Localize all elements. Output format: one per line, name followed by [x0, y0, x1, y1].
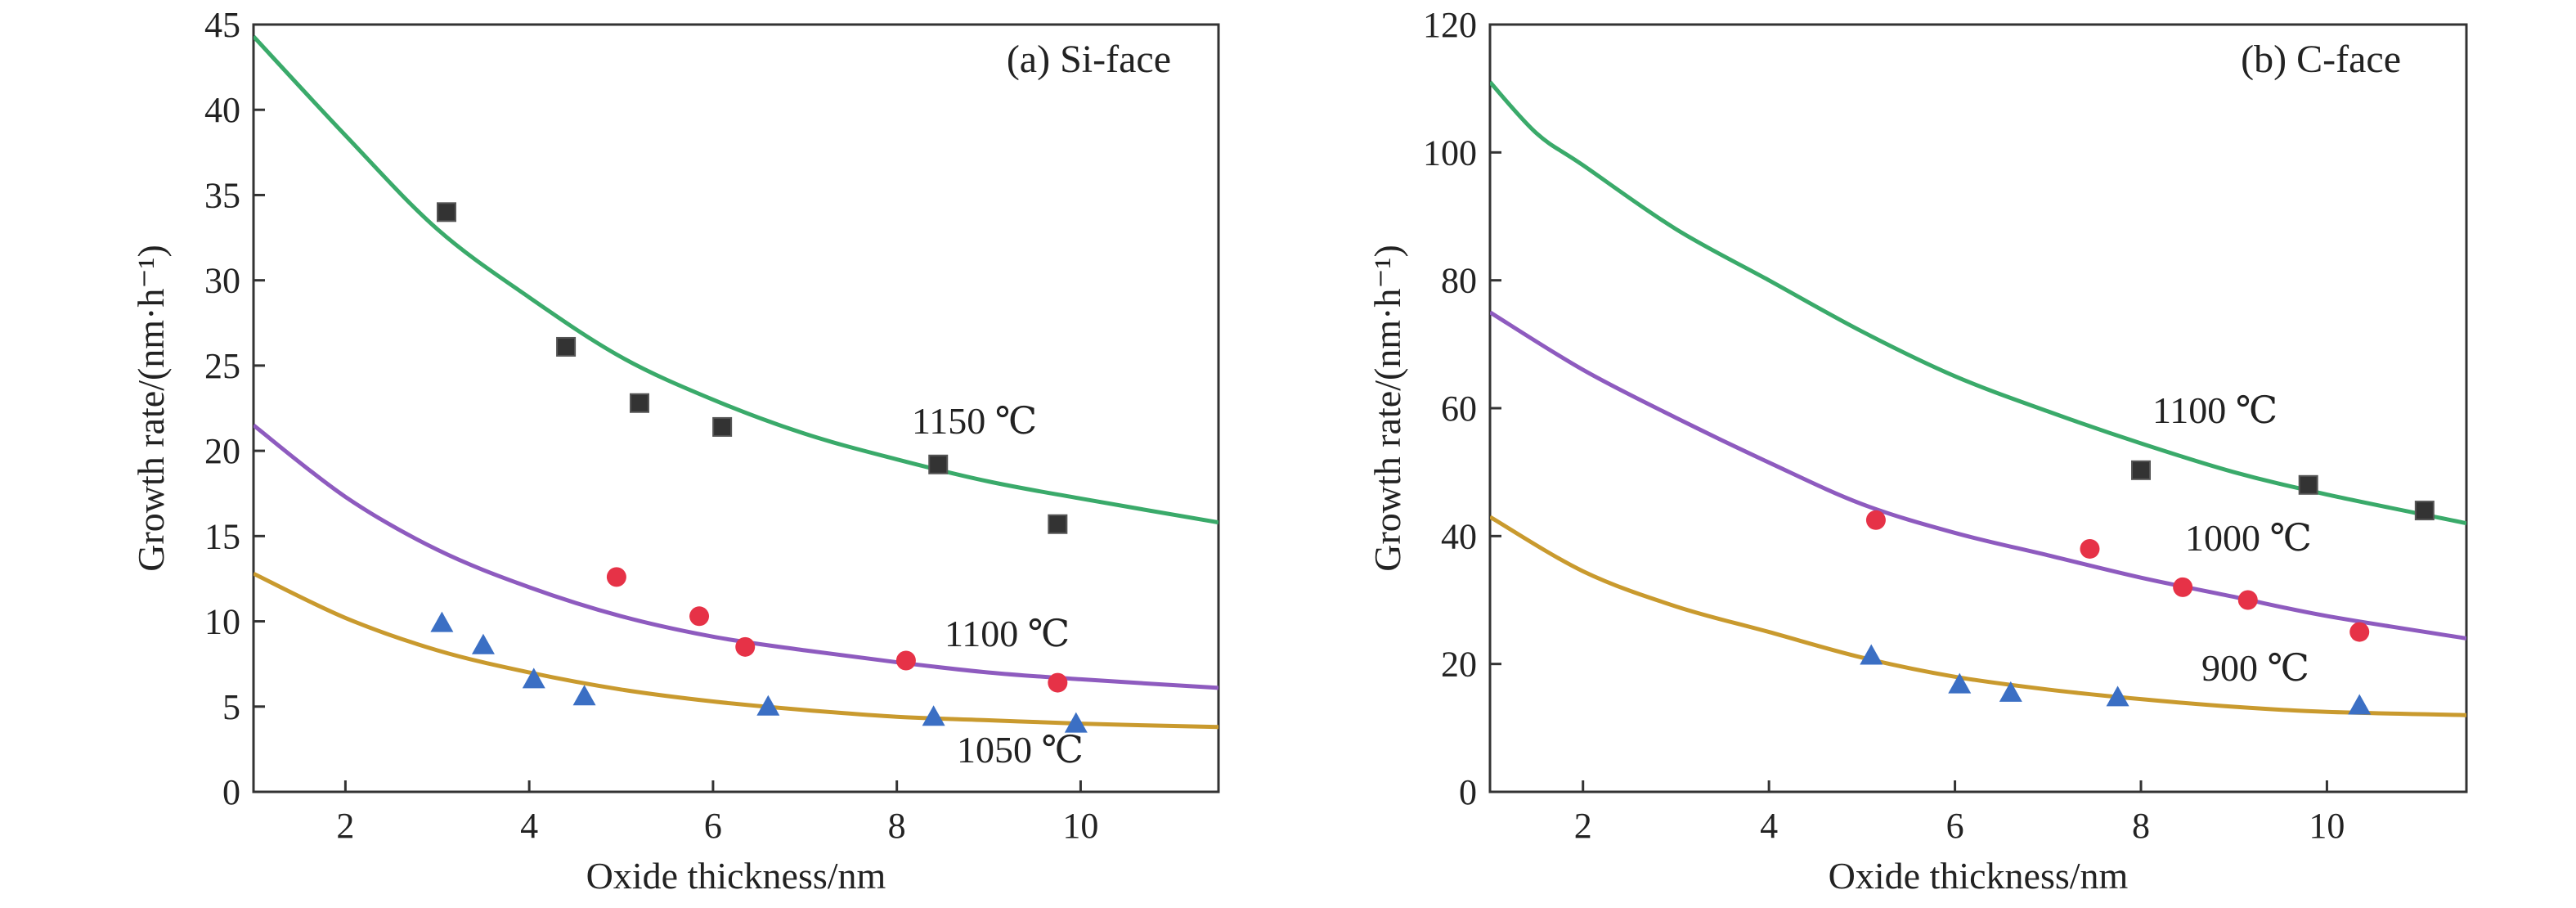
data-point-circle	[2173, 577, 2193, 597]
data-point-triangle	[1860, 644, 1883, 665]
data-point-circle	[735, 636, 756, 657]
data-point-square	[437, 202, 456, 223]
y-tick-label: 15	[204, 516, 240, 556]
series-label: 1000 ℃	[2185, 517, 2312, 559]
data-point-square	[2131, 460, 2151, 480]
data-point-circle	[606, 567, 626, 587]
x-tick-label: 2	[336, 806, 354, 846]
y-tick-label: 40	[1441, 516, 1477, 556]
y-tick-label: 25	[204, 346, 240, 386]
series-label: 900 ℃	[2201, 647, 2309, 689]
y-axis-label: Growth rate/(nm·h⁻¹)	[1367, 245, 1408, 572]
y-tick-label: 100	[1423, 133, 1477, 173]
fit-curve-2	[1490, 515, 2466, 717]
fit-curve-2	[254, 571, 1218, 730]
x-tick-label: 10	[1062, 806, 1098, 846]
data-point-triangle	[2348, 694, 2372, 715]
y-tick-label: 35	[204, 175, 240, 215]
series-label: 1100 ℃	[2152, 389, 2278, 431]
data-point-square	[712, 416, 733, 437]
y-tick-label: 0	[222, 772, 240, 812]
data-point-circle	[689, 606, 710, 627]
data-point-triangle	[756, 694, 780, 716]
y-tick-label: 45	[204, 5, 240, 45]
x-axis-label: Oxide thickness/nm	[586, 855, 886, 897]
data-point-triangle	[922, 705, 945, 726]
data-point-triangle	[572, 685, 596, 706]
y-tick-label: 20	[1441, 645, 1477, 685]
data-point-circle	[1048, 672, 1068, 693]
x-tick-label: 2	[1574, 806, 1592, 846]
data-point-triangle	[1064, 712, 1088, 733]
y-tick-label: 5	[222, 687, 240, 727]
panel-a: 0 5 10 15 20 25 30 35 40 45 2 4 6 8 10 Oxide thickness/…	[130, 5, 1220, 897]
fit-curve-1	[1490, 310, 2466, 641]
series-label: 1150 ℃	[912, 400, 1037, 442]
data-point-square	[1048, 514, 1068, 534]
data-point-square	[2414, 501, 2435, 521]
fit-curve-1	[254, 423, 1218, 690]
data-point-square	[928, 454, 949, 474]
data-point-square	[2298, 474, 2318, 495]
plot-frame	[1488, 23, 2468, 793]
x-tick-label: 6	[704, 806, 722, 846]
y-tick-label: 30	[204, 261, 240, 301]
data-point-circle	[1865, 510, 1886, 530]
y-tick-label: 20	[204, 431, 240, 471]
y-axis-label: Growth rate/(nm·h⁻¹)	[130, 245, 172, 572]
data-point-square	[556, 336, 577, 357]
y-tick-label: 0	[1459, 772, 1477, 812]
data-point-triangle	[522, 668, 545, 689]
panel-title: (a) Si-face	[1007, 38, 1171, 81]
data-point-triangle	[1999, 681, 2022, 702]
y-tick-label: 120	[1423, 5, 1477, 45]
data-point-triangle	[1948, 672, 1972, 694]
data-point-triangle	[471, 633, 495, 654]
data-point-circle	[895, 650, 916, 671]
data-point-triangle	[430, 611, 454, 632]
x-tick-label: 4	[1760, 806, 1778, 846]
data-point-triangle	[2106, 685, 2129, 707]
y-tick-label: 60	[1441, 389, 1477, 429]
series-label: 1100 ℃	[945, 613, 1070, 654]
data-point-circle	[2080, 538, 2100, 559]
panel-b: 0 20 40 60 80 100 120 2 4 6 8 10 Oxide thickness/nm G…	[1367, 5, 2468, 897]
x-tick-label: 4	[520, 806, 538, 846]
y-tick-label: 80	[1441, 261, 1477, 301]
data-point-circle	[2237, 590, 2258, 610]
data-point-circle	[2349, 622, 2370, 642]
fit-curve-0	[1490, 80, 2466, 526]
x-tick-label: 8	[888, 806, 906, 846]
y-tick-label: 40	[204, 90, 240, 130]
panel-title: (b) C-face	[2241, 38, 2401, 81]
y-tick-label: 10	[204, 602, 240, 642]
x-tick-label: 8	[2132, 806, 2150, 846]
data-point-square	[630, 393, 649, 413]
x-tick-label: 6	[1946, 806, 1964, 846]
fit-curve-0	[254, 34, 1218, 525]
x-tick-label: 10	[2309, 806, 2345, 846]
plot-frame	[252, 23, 1220, 793]
series-label: 1050 ℃	[957, 729, 1084, 771]
x-axis-label: Oxide thickness/nm	[1829, 855, 2129, 897]
